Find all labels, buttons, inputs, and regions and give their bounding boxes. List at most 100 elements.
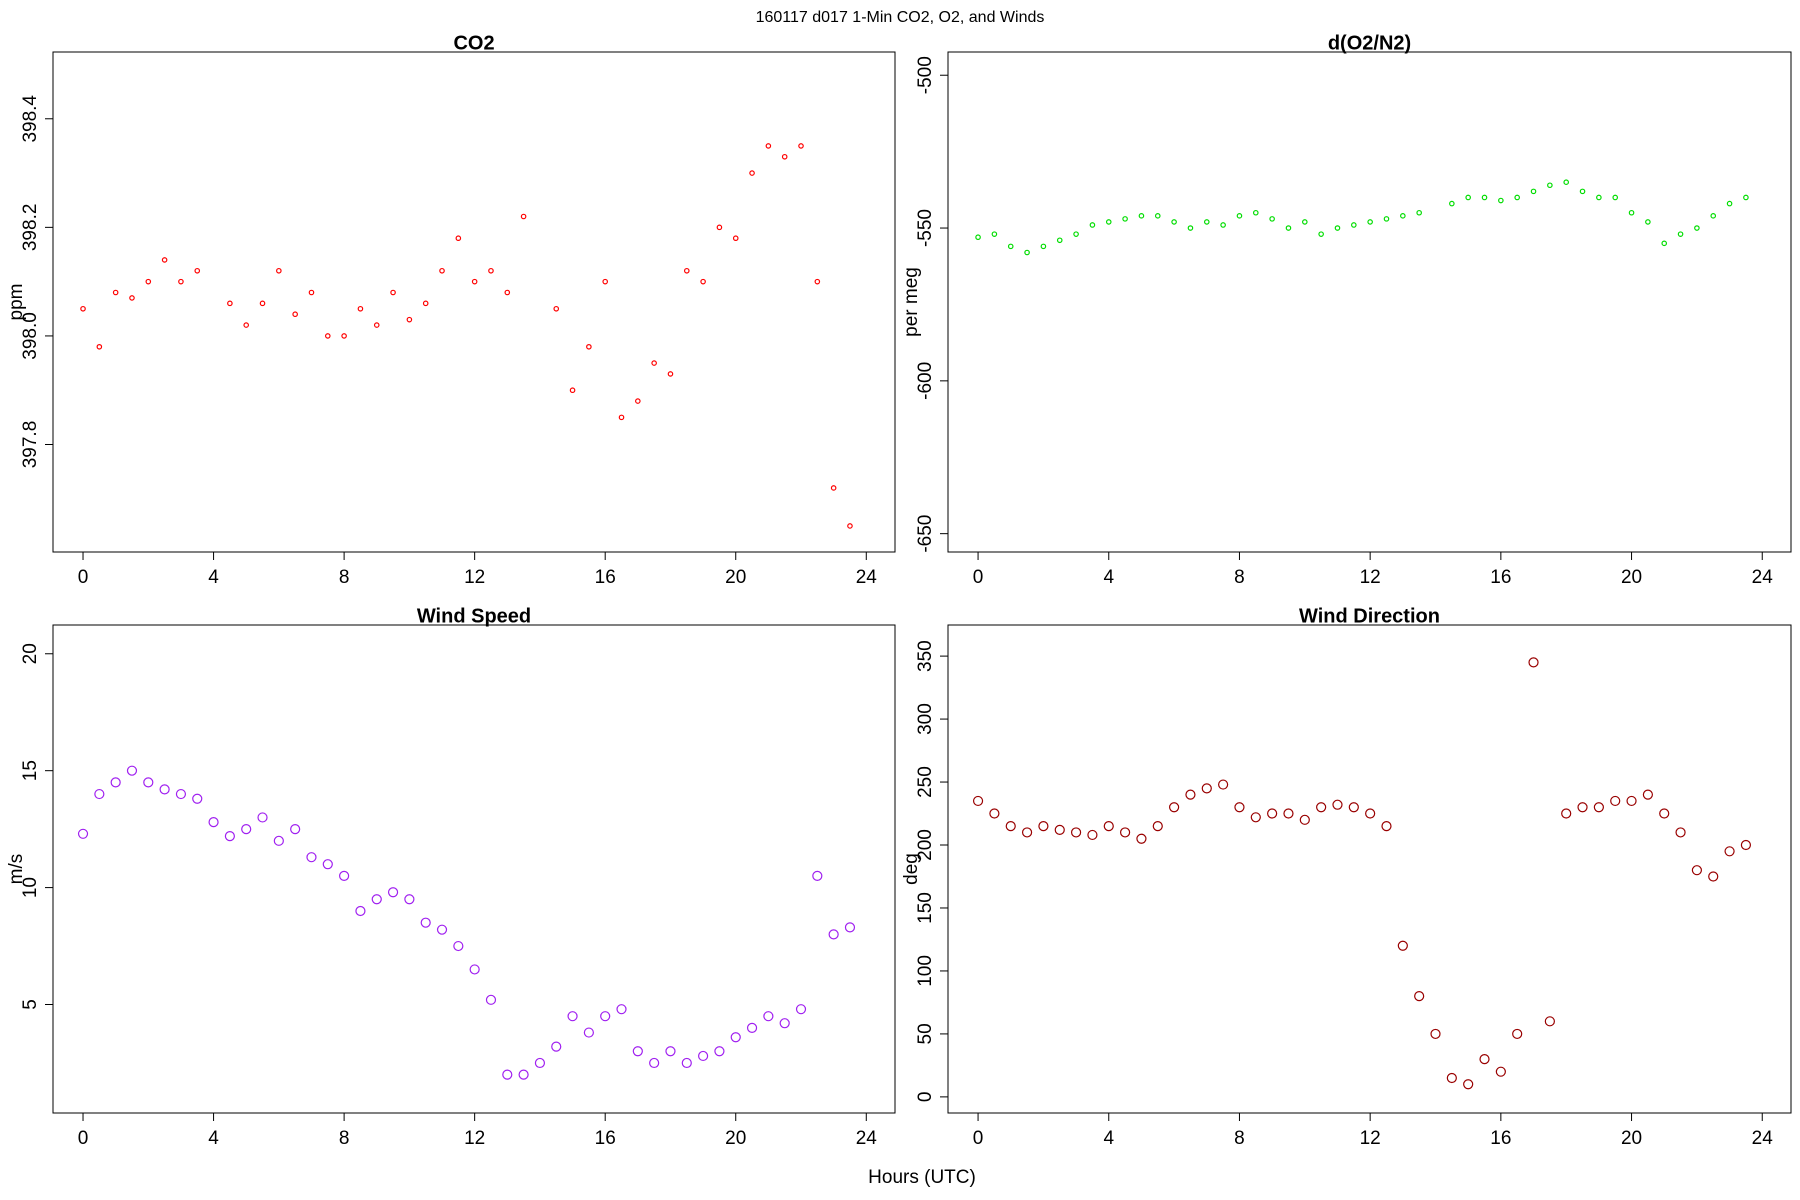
data-point bbox=[1691, 865, 1702, 876]
data-point bbox=[1675, 827, 1686, 838]
data-point bbox=[518, 1069, 529, 1080]
data-point bbox=[1056, 237, 1063, 244]
data-point bbox=[1154, 213, 1161, 219]
x-axis-label: Hours (UTC) bbox=[868, 1167, 976, 1188]
y-tick-label: -600 bbox=[915, 362, 936, 400]
data-point bbox=[1512, 1028, 1523, 1040]
x-tick-label: 8 bbox=[339, 1128, 350, 1149]
data-point bbox=[178, 278, 184, 285]
x-tick-label: 8 bbox=[1234, 567, 1245, 588]
data-point bbox=[716, 224, 723, 231]
data-point bbox=[600, 1011, 611, 1022]
data-point bbox=[844, 922, 856, 933]
y-axis-label: m/s bbox=[6, 854, 27, 885]
data-point bbox=[975, 234, 981, 241]
data-point bbox=[1449, 200, 1455, 207]
data-point bbox=[1073, 231, 1079, 237]
y-tick-label: -550 bbox=[915, 209, 936, 247]
y-tick-label: 300 bbox=[915, 703, 936, 735]
data-point bbox=[404, 894, 415, 905]
data-point bbox=[1481, 194, 1488, 201]
data-point bbox=[1269, 216, 1275, 222]
data-point bbox=[1708, 871, 1719, 882]
data-point bbox=[77, 828, 89, 839]
data-point bbox=[308, 289, 315, 296]
y-tick-label: -500 bbox=[915, 56, 936, 94]
data-point bbox=[749, 170, 755, 176]
data-point bbox=[1152, 821, 1163, 832]
y-tick-label: 0 bbox=[915, 1092, 936, 1103]
data-point bbox=[1561, 808, 1572, 819]
data-point bbox=[373, 322, 380, 328]
data-point bbox=[1610, 795, 1621, 807]
y-tick-label: 250 bbox=[915, 766, 936, 798]
y-axis-label: per meg bbox=[901, 267, 922, 337]
data-point bbox=[420, 917, 431, 928]
data-point bbox=[504, 289, 511, 296]
data-point bbox=[357, 305, 364, 312]
data-point bbox=[649, 1057, 660, 1069]
data-point bbox=[1007, 243, 1014, 250]
data-point bbox=[1416, 209, 1422, 216]
x-tick-label: 24 bbox=[1752, 1128, 1774, 1149]
data-point bbox=[1430, 1028, 1441, 1040]
data-point bbox=[290, 824, 301, 835]
data-point bbox=[469, 964, 480, 975]
y-tick-label: 15 bbox=[20, 760, 41, 781]
data-point bbox=[371, 894, 382, 905]
data-point bbox=[1119, 827, 1131, 838]
data-point bbox=[276, 267, 282, 274]
y-tick-label: 10 bbox=[20, 877, 41, 898]
data-point bbox=[632, 1046, 643, 1057]
data-point bbox=[112, 289, 119, 296]
data-point bbox=[1563, 179, 1570, 185]
x-tick-label: 12 bbox=[464, 1128, 485, 1149]
x-tick-label: 4 bbox=[208, 567, 219, 588]
data-point bbox=[1234, 802, 1245, 813]
data-point bbox=[1283, 808, 1294, 819]
data-point bbox=[1318, 231, 1324, 237]
data-point bbox=[1628, 209, 1635, 216]
data-point bbox=[1220, 222, 1226, 228]
x-tick-label: 24 bbox=[856, 1128, 878, 1149]
y-tick-label: 398.4 bbox=[20, 95, 41, 143]
data-point bbox=[1136, 833, 1147, 844]
data-point bbox=[567, 1011, 578, 1022]
data-point bbox=[667, 371, 674, 377]
data-point bbox=[406, 316, 413, 323]
data-point bbox=[453, 940, 464, 952]
data-point bbox=[1381, 821, 1392, 832]
data-point bbox=[1024, 249, 1030, 256]
data-point bbox=[241, 824, 252, 835]
data-point bbox=[1677, 231, 1684, 237]
data-point bbox=[991, 231, 998, 237]
data-point bbox=[1187, 225, 1194, 231]
data-point bbox=[227, 300, 233, 307]
data-point bbox=[1103, 821, 1114, 832]
x-tick-label: 24 bbox=[1752, 567, 1774, 588]
data-point bbox=[126, 765, 138, 776]
y-tick-label: 397.8 bbox=[20, 421, 41, 469]
data-point bbox=[455, 235, 462, 242]
data-point bbox=[1661, 240, 1668, 247]
data-point bbox=[1740, 839, 1752, 851]
data-point bbox=[292, 311, 298, 318]
data-point bbox=[1089, 222, 1096, 228]
data-point bbox=[1138, 213, 1145, 219]
data-point bbox=[730, 1032, 741, 1043]
x-tick-label: 12 bbox=[1360, 1128, 1381, 1149]
data-point bbox=[798, 143, 804, 149]
data-point bbox=[422, 300, 429, 307]
data-point bbox=[306, 852, 317, 863]
data-point bbox=[355, 905, 366, 917]
data-point bbox=[1087, 829, 1098, 841]
data-point bbox=[1021, 827, 1033, 838]
data-point bbox=[1351, 222, 1357, 228]
data-point bbox=[989, 808, 1000, 819]
data-point bbox=[1645, 219, 1651, 225]
data-point bbox=[586, 343, 592, 350]
data-point bbox=[683, 267, 690, 274]
data-point bbox=[1446, 1072, 1457, 1084]
y-tick-label: 5 bbox=[20, 999, 41, 1010]
